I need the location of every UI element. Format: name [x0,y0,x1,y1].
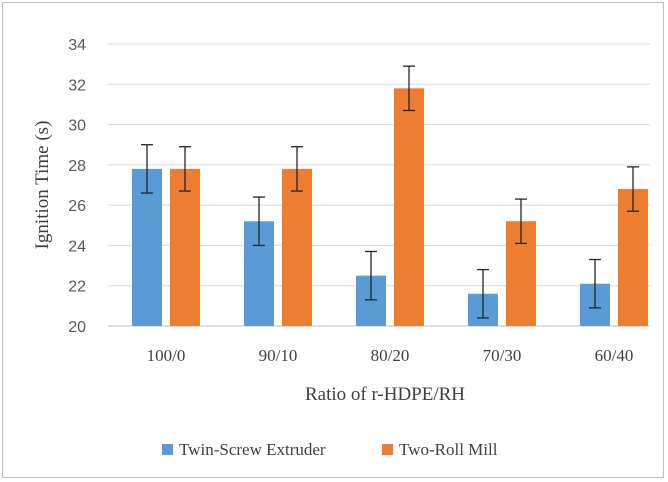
legend-swatch-twin-screw [162,444,173,455]
x-axis-title: Ratio of r-HDPE/RH [305,384,465,405]
y-tick-label: 28 [68,158,86,175]
y-axis-title: Ignition Time (s) [32,121,53,250]
legend-swatch-two-roll [382,444,393,455]
x-tick-label: 70/30 [483,346,522,365]
x-tick-label: 80/20 [371,346,410,365]
chart-frame [2,2,664,478]
y-tick-label: 34 [68,37,86,54]
legend-label-twin-screw: Twin-Screw Extruder [179,440,326,459]
y-tick-label: 20 [68,319,86,336]
bar-two-roll-4 [618,189,648,326]
x-tick-label: 100/0 [147,346,186,365]
bar-two-roll-2 [394,88,424,326]
legend-label-two-roll: Two-Roll Mill [399,440,498,459]
y-tick-label: 22 [68,279,86,296]
bar-two-roll-1 [282,168,312,326]
y-tick-label: 30 [68,118,86,135]
y-tick-label: 24 [68,238,86,255]
bar-two-roll-0 [170,168,200,326]
y-tick-label: 32 [68,77,86,94]
x-tick-label: 90/10 [259,346,298,365]
bar-twin-screw-0 [132,168,162,326]
x-tick-label: 60/40 [595,346,634,365]
y-tick-label: 26 [68,198,86,215]
